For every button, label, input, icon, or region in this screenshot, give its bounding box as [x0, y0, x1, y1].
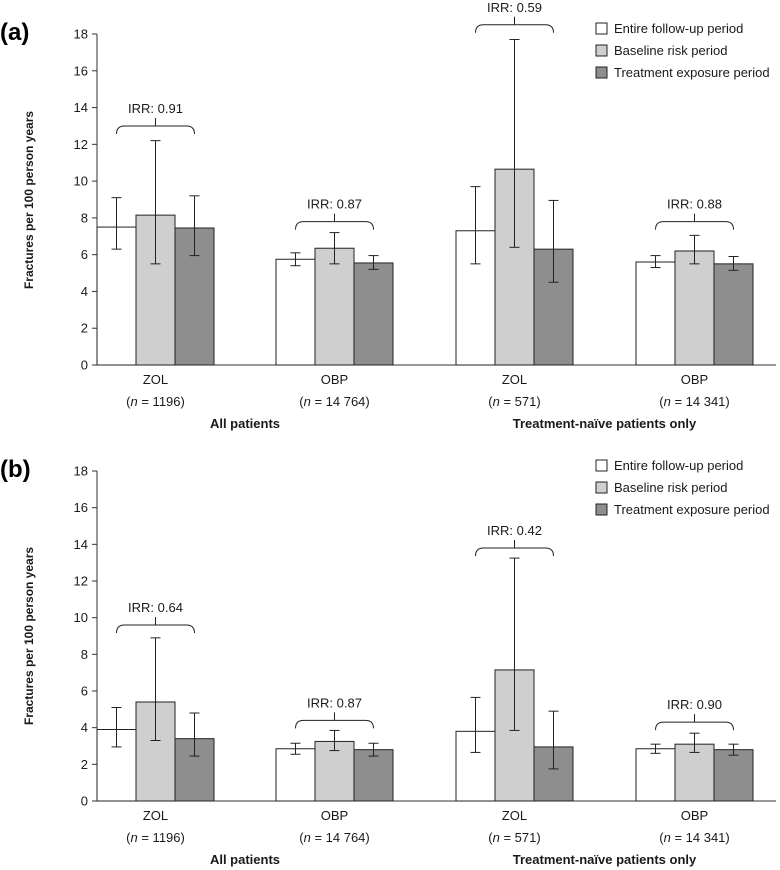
panel-a: (a) Fractures per 100 person years 0 2 4 6 8 10…	[0, 0, 776, 431]
sample-size-label: (n = 571)	[488, 830, 540, 845]
y-tick-label: 14	[74, 537, 88, 552]
bar	[635, 748, 676, 802]
y-axis-label: Fractures per 100 person years	[22, 111, 36, 289]
sample-size-label: (n = 1196)	[126, 830, 185, 845]
category-label: OBP	[321, 372, 348, 387]
bar	[275, 748, 316, 802]
group-label: Treatment-naïve patients only	[513, 416, 697, 431]
irr-label: IRR: 0.87	[307, 197, 362, 212]
sample-size-label: (n = 14 764)	[299, 394, 369, 409]
y-tick-label: 16	[74, 500, 88, 515]
legend-label: Entire follow-up period	[614, 458, 743, 473]
panel-b: (b) Fractures per 100 person years 0 2 4 6 8 10…	[0, 456, 776, 867]
y-axis-label: Fractures per 100 person years	[22, 547, 36, 725]
irr-label: IRR: 0.90	[667, 697, 722, 712]
y-tick-label: 0	[81, 358, 88, 373]
category-label: OBP	[681, 372, 708, 387]
bar	[353, 262, 394, 366]
y-tick-label: 10	[74, 174, 88, 189]
y-tick-label: 14	[74, 100, 88, 115]
sample-size-label: (n = 14 341)	[659, 830, 729, 845]
y-tick-label: 4	[81, 284, 88, 299]
sample-size-label: (n = 14 764)	[299, 830, 369, 845]
irr-bracket	[655, 213, 734, 230]
y-tick-label: 0	[81, 794, 88, 809]
y-tick-label: 6	[81, 684, 88, 699]
legend: Entire follow-up period Baseline risk per…	[595, 21, 770, 80]
group-label: Treatment-naïve patients only	[513, 852, 697, 867]
irr-bracket	[295, 712, 374, 729]
y-tick-label: 10	[74, 610, 88, 625]
category-label: ZOL	[502, 372, 527, 387]
y-tick-label: 8	[81, 647, 88, 662]
bar	[635, 261, 676, 366]
y-tick-label: 2	[81, 757, 88, 772]
legend-swatch	[595, 66, 608, 79]
legend-swatch	[595, 503, 608, 516]
panel-label: (b)	[0, 456, 31, 483]
bar	[674, 250, 715, 366]
y-tick-label: 18	[74, 27, 88, 42]
bar	[713, 749, 754, 802]
irr-bracket	[116, 617, 195, 634]
category-label: ZOL	[502, 808, 527, 823]
irr-bracket	[475, 16, 554, 33]
legend-label: Baseline risk period	[614, 43, 727, 58]
bar	[674, 743, 715, 802]
irr-bracket	[295, 213, 374, 230]
irr-label: IRR: 0.64	[128, 600, 183, 615]
bar	[314, 740, 355, 802]
y-tick-label: 12	[74, 137, 88, 152]
bar	[96, 226, 137, 366]
group-label: All patients	[210, 416, 280, 431]
legend-label: Entire follow-up period	[614, 21, 743, 36]
legend-label: Treatment exposure period	[614, 65, 770, 80]
y-tick-label: 4	[81, 720, 88, 735]
bar	[713, 263, 754, 366]
irr-label: IRR: 0.88	[667, 197, 722, 212]
y-tick-label: 18	[74, 464, 88, 479]
y-tick-label: 16	[74, 63, 88, 78]
irr-label: IRR: 0.42	[487, 523, 542, 538]
y-tick-label: 2	[81, 321, 88, 336]
y-tick-label: 8	[81, 210, 88, 225]
y-tick-label: 6	[81, 247, 88, 262]
bar	[275, 258, 316, 366]
category-label: OBP	[321, 808, 348, 823]
category-label: ZOL	[143, 808, 168, 823]
sample-size-label: (n = 571)	[488, 394, 540, 409]
legend: Entire follow-up period Baseline risk per…	[595, 458, 770, 517]
legend-swatch	[595, 44, 608, 57]
category-label: OBP	[681, 808, 708, 823]
panel-label: (a)	[0, 19, 29, 46]
irr-bracket	[116, 117, 195, 134]
legend-swatch	[595, 459, 608, 472]
sample-size-label: (n = 1196)	[126, 394, 185, 409]
irr-label: IRR: 0.87	[307, 695, 362, 710]
legend-swatch	[595, 481, 608, 494]
bar	[314, 247, 355, 366]
legend-label: Baseline risk period	[614, 480, 727, 495]
category-label: ZOL	[143, 372, 168, 387]
bar	[353, 749, 394, 802]
legend-swatch	[595, 22, 608, 35]
group-label: All patients	[210, 852, 280, 867]
irr-label: IRR: 0.91	[128, 101, 183, 116]
y-tick-label: 12	[74, 574, 88, 589]
legend-label: Treatment exposure period	[614, 502, 770, 517]
irr-label: IRR: 0.59	[487, 0, 542, 15]
irr-bracket	[475, 540, 554, 557]
sample-size-label: (n = 14 341)	[659, 394, 729, 409]
irr-bracket	[655, 714, 734, 731]
